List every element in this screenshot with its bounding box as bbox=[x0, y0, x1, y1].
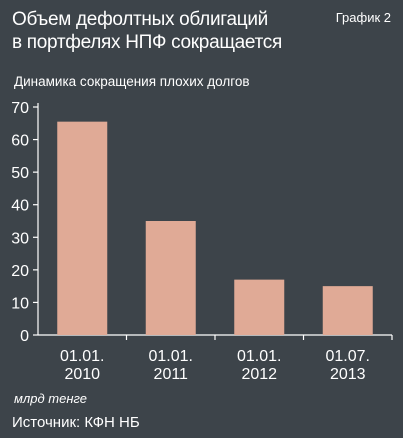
y-tick-label-0: 0 bbox=[20, 328, 29, 345]
chart-title: Объем дефолтных облигаций в портфелях НП… bbox=[12, 8, 312, 54]
y-tick-label-6: 60 bbox=[11, 133, 29, 150]
bar-2 bbox=[234, 279, 285, 335]
unit-label: млрд тенге bbox=[14, 391, 87, 406]
bar-3 bbox=[322, 286, 373, 335]
x-category-label-0-line-1: 01.01. bbox=[60, 348, 104, 365]
chart-title-line-1: Объем дефолтных облигаций bbox=[12, 9, 268, 30]
y-tick-label-1: 10 bbox=[11, 295, 29, 312]
chart-title-line-2: в портфелях НПФ сокращается bbox=[12, 32, 282, 53]
x-category-label-1-line-2: 2011 bbox=[154, 366, 189, 383]
x-category-label-1-line-1: 01.01. bbox=[149, 348, 193, 365]
bar-1 bbox=[145, 221, 196, 335]
y-tick-label-2: 20 bbox=[11, 263, 29, 280]
bar-0 bbox=[57, 121, 108, 336]
x-category-label-0-line-2: 2010 bbox=[64, 366, 100, 383]
x-category-label-3-line-1: 01.07. bbox=[326, 348, 370, 365]
y-tick-label-3: 30 bbox=[11, 230, 29, 247]
x-category-label-2-line-1: 01.01. bbox=[237, 348, 281, 365]
chart-subtitle: Динамика сокращения плохих долгов bbox=[14, 74, 250, 89]
y-tick-label-5: 50 bbox=[11, 165, 29, 182]
source-label: Источник: КФН НБ bbox=[12, 414, 140, 431]
chart-number: График 2 bbox=[335, 10, 391, 25]
y-tick-label-7: 70 bbox=[11, 100, 29, 117]
x-category-label-2-line-2: 2012 bbox=[241, 366, 277, 383]
y-tick-label-4: 40 bbox=[11, 198, 29, 215]
x-category-label-3-line-2: 2013 bbox=[330, 366, 366, 383]
